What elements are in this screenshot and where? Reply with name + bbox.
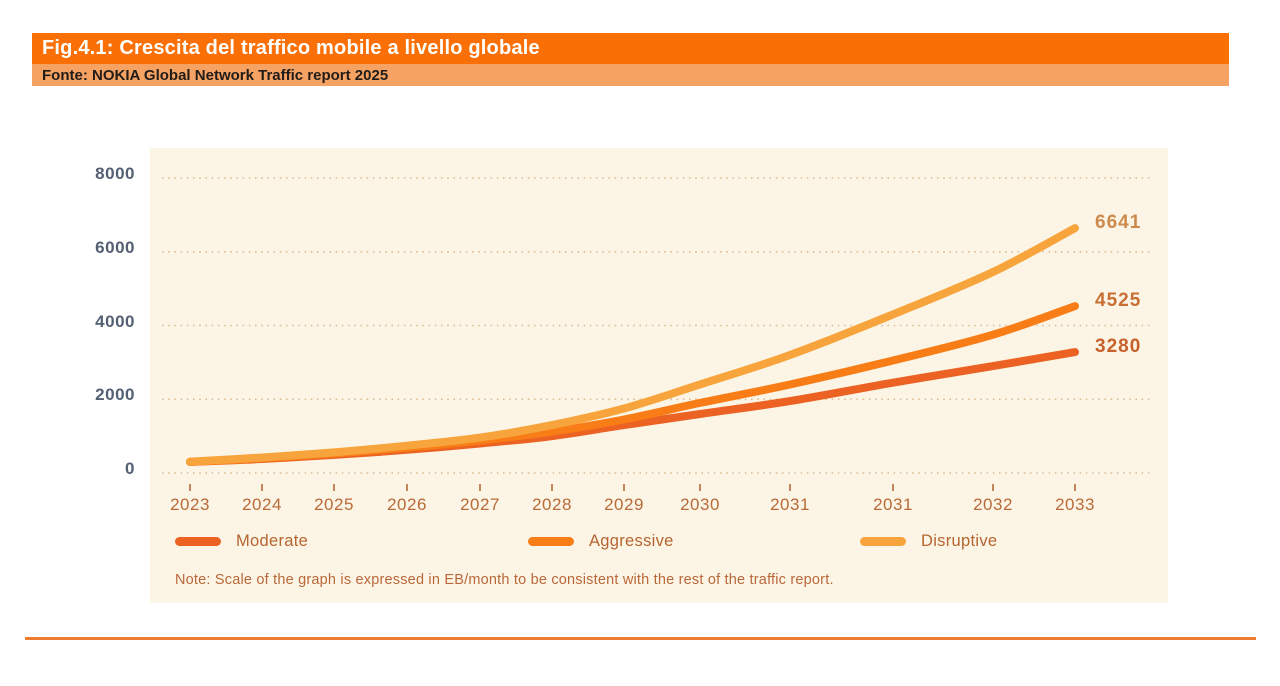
moderate-line-swatch	[175, 536, 221, 546]
aggressive-line-swatch	[528, 536, 574, 546]
legend-label-moderate: Moderate	[236, 531, 309, 550]
legend-label-disruptive: Disruptive	[921, 531, 998, 550]
y-axis-label-0: 0	[125, 459, 135, 478]
x-axis-label-11-2033: 2033	[1055, 495, 1095, 514]
legend-item-moderate: Moderate	[175, 531, 308, 551]
x-axis-label-7-2030: 2030	[680, 495, 720, 514]
chart-panel: Moderate Aggressive Disruptive Note: Sca…	[150, 148, 1168, 603]
x-axis-label-1-2024: 2024	[242, 495, 282, 514]
x-axis-label-3-2026: 2026	[387, 495, 427, 514]
end-value-moderate: 3280	[1095, 336, 1142, 358]
series-line-disruptive	[186, 224, 1079, 466]
y-axis-label-8000: 8000	[95, 164, 135, 183]
x-axis-label-8-2031: 2031	[770, 495, 810, 514]
end-value-disruptive: 6641	[1095, 212, 1142, 234]
x-axis-label-2-2025: 2025	[314, 495, 354, 514]
x-axis-label-4-2027: 2027	[460, 495, 500, 514]
x-axis-label-9-2031: 2031	[873, 495, 913, 514]
bottom-rule	[25, 637, 1256, 640]
legend-label-aggressive: Aggressive	[589, 531, 674, 550]
figure-source-bar: Fonte: NOKIA Global Network Traffic repo…	[32, 64, 1229, 86]
y-axis-label-6000: 6000	[95, 237, 135, 257]
chart-note: Note: Scale of the graph is expressed in…	[175, 572, 834, 588]
figure-title-bar: Fig.4.1: Crescita del traffico mobile a …	[32, 33, 1229, 64]
x-axis-label-6-2029: 2029	[604, 495, 644, 514]
figure-title: Fig.4.1: Crescita del traffico mobile a …	[42, 37, 540, 59]
legend-item-aggressive: Aggressive	[528, 531, 674, 551]
chart-svg	[162, 177, 1150, 491]
x-axis-label-0-2023: 2023	[170, 495, 210, 514]
y-axis-label-4000: 4000	[95, 311, 135, 331]
series-line-aggressive	[186, 302, 1079, 466]
disruptive-line-swatch	[860, 536, 906, 546]
end-value-aggressive: 4525	[1095, 290, 1142, 312]
y-axis-label-2000: 2000	[95, 385, 135, 405]
legend-item-disruptive: Disruptive	[860, 531, 997, 551]
x-axis-label-5-2028: 2028	[532, 495, 572, 514]
x-axis-label-10-2032: 2032	[973, 495, 1013, 514]
figure-source: Fonte: NOKIA Global Network Traffic repo…	[42, 66, 389, 84]
